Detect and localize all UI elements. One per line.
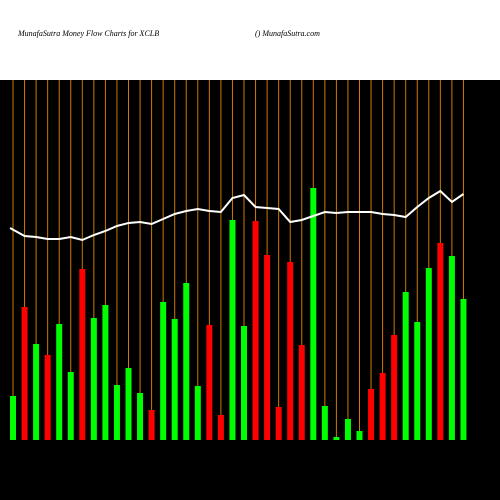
chart-title: MunafaSutra Money Flow Charts for XCLB [17, 29, 159, 38]
header-band [0, 0, 500, 80]
bar [310, 188, 317, 440]
bar [206, 325, 213, 440]
bar [67, 372, 74, 440]
bar [391, 335, 398, 440]
bar [56, 324, 63, 440]
bar [333, 437, 340, 440]
money-flow-line [9, 189, 465, 242]
bar [437, 243, 444, 440]
bar [275, 407, 282, 440]
bar [344, 419, 351, 440]
bar [148, 410, 155, 440]
bar [321, 406, 328, 440]
bar [125, 368, 132, 440]
bar [402, 292, 409, 440]
bar [379, 373, 386, 440]
bar [102, 305, 109, 440]
bar [21, 307, 28, 440]
bar [229, 220, 236, 440]
bar [44, 355, 51, 440]
bar [252, 221, 259, 440]
chart-subtitle: () MunafaSutra.com [255, 29, 320, 38]
bar [287, 262, 294, 440]
bar [79, 269, 86, 440]
bar [356, 431, 363, 440]
bar [425, 268, 432, 440]
bar [241, 326, 247, 440]
bar [171, 319, 178, 440]
bar [183, 283, 190, 440]
bar [217, 415, 224, 440]
bar [414, 322, 421, 440]
bar [33, 344, 40, 440]
bar [194, 386, 201, 440]
bar [368, 389, 375, 440]
bar [113, 385, 120, 440]
bar [137, 393, 144, 440]
bar [160, 302, 167, 440]
bar [460, 299, 467, 440]
bar [90, 318, 97, 440]
bar [10, 396, 16, 440]
bar [264, 255, 271, 440]
bar [448, 256, 455, 440]
bar [298, 345, 305, 440]
